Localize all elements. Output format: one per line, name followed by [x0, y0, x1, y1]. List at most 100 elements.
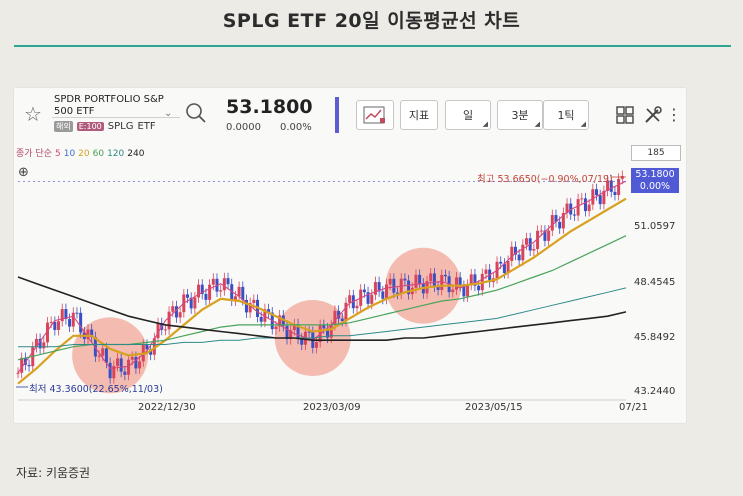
candle-body	[392, 278, 396, 293]
candle-body	[49, 321, 53, 323]
candle-body	[252, 299, 256, 304]
candle-body	[115, 358, 119, 366]
candle-body	[101, 348, 105, 356]
candle-body	[432, 273, 436, 287]
candle-body	[536, 230, 540, 249]
x-tick-label: 07/21	[619, 402, 648, 413]
ma-240-label: 240	[127, 149, 145, 159]
candle-body	[226, 278, 230, 285]
candle-body	[289, 330, 293, 340]
candle-body	[337, 310, 341, 319]
current-change-label: 0.00%	[639, 181, 671, 192]
candle-body	[580, 198, 584, 200]
indicator-button[interactable]: 지표	[400, 100, 438, 130]
period-day-button[interactable]: 일 ◢	[445, 100, 491, 130]
divider	[52, 117, 180, 118]
candle-body	[27, 364, 31, 367]
candle-body	[443, 274, 447, 277]
candle-body	[71, 312, 75, 327]
tools-button[interactable]	[640, 102, 666, 128]
candle-body	[377, 282, 381, 292]
candle-body	[609, 180, 613, 192]
zoom-icon[interactable]: ⊕	[18, 165, 29, 180]
chart-type-button[interactable]	[356, 100, 394, 130]
candle-body	[348, 295, 352, 303]
candle-body	[466, 284, 470, 297]
candle-body	[174, 306, 178, 318]
candle-body	[244, 299, 248, 313]
candle-body	[307, 331, 311, 333]
search-icon	[186, 103, 206, 123]
low-annotation: 최저 43.3600(22.65%,11/03)	[29, 384, 163, 395]
candle-body	[57, 321, 61, 330]
candle-body	[381, 291, 385, 299]
candle-body	[263, 309, 267, 322]
candle-body	[197, 284, 201, 298]
candle-body	[502, 263, 506, 274]
candle-body	[326, 328, 330, 338]
candle-body	[532, 248, 536, 251]
candle-body	[208, 284, 212, 300]
period-tick-button[interactable]: 1틱 ◢	[543, 100, 589, 130]
candle-body	[539, 230, 543, 232]
candle-body	[42, 342, 46, 349]
candle-body	[68, 319, 72, 327]
candle-body	[60, 309, 64, 322]
ma-legend-prefix: 종가 단순	[16, 149, 52, 159]
candle-body	[222, 278, 226, 291]
period-minute-button[interactable]: 3분 ◢	[497, 100, 543, 130]
candle-body	[38, 338, 42, 349]
candle-body	[591, 189, 595, 205]
candle-body	[193, 297, 197, 309]
candle-body	[237, 286, 241, 297]
more-vertical-icon: ⋮	[666, 105, 682, 124]
candle-body	[333, 310, 337, 326]
title-rule	[14, 45, 731, 47]
source-caption: 자료: 키움증권	[16, 466, 91, 480]
candle-body	[329, 325, 333, 338]
candle-body	[576, 199, 580, 216]
current-price-box: 53.1800 0.00%	[631, 168, 679, 193]
candle-body	[97, 355, 101, 357]
candle-body	[513, 246, 517, 255]
price-change-percent: 0.00%	[280, 122, 312, 133]
candle-body	[149, 349, 153, 355]
candle-body	[112, 365, 116, 379]
candle-body	[278, 315, 282, 327]
candle-body	[34, 338, 38, 348]
candle-body	[53, 321, 57, 330]
chevron-down-icon[interactable]: ⌄	[164, 108, 173, 119]
y-tick-label: 45.8492	[634, 332, 676, 343]
candle-body	[366, 292, 370, 304]
star-icon[interactable]: ☆	[24, 102, 42, 126]
symbol-name[interactable]: SPDR PORTFOLIO S&P 500 ETF	[54, 94, 164, 117]
candle-body	[16, 372, 20, 374]
chart-toolbar: ☆ SPDR PORTFOLIO S&P 500 ETF ⌄ 해외 E:100 …	[14, 88, 686, 142]
candle-body	[75, 312, 79, 314]
candle-body	[370, 294, 374, 304]
price-chart[interactable]	[14, 88, 686, 423]
candle-body	[521, 244, 525, 261]
search-button[interactable]	[184, 100, 208, 126]
candle-body	[79, 312, 83, 333]
candle-body	[285, 325, 289, 340]
candle-body	[292, 324, 296, 331]
candle-body	[403, 278, 407, 281]
ma-20-label: 20	[78, 149, 90, 159]
candle-body	[233, 296, 237, 301]
candle-body	[20, 357, 24, 373]
bar-count-box[interactable]: 185	[631, 145, 681, 161]
candle-body	[436, 286, 440, 290]
candle-body	[484, 269, 488, 274]
more-options-button[interactable]: ⋮	[666, 102, 682, 128]
candle-body	[104, 348, 108, 363]
ma-60-label: 60	[92, 149, 105, 159]
candle-body	[241, 286, 245, 300]
candle-body	[163, 329, 167, 331]
candle-body	[45, 322, 49, 343]
layout-grid-button[interactable]	[612, 102, 638, 128]
price-change: 0.0000	[226, 122, 261, 133]
candle-body	[322, 325, 326, 329]
ma-10-label: 10	[63, 149, 76, 159]
candle-body	[488, 269, 492, 283]
